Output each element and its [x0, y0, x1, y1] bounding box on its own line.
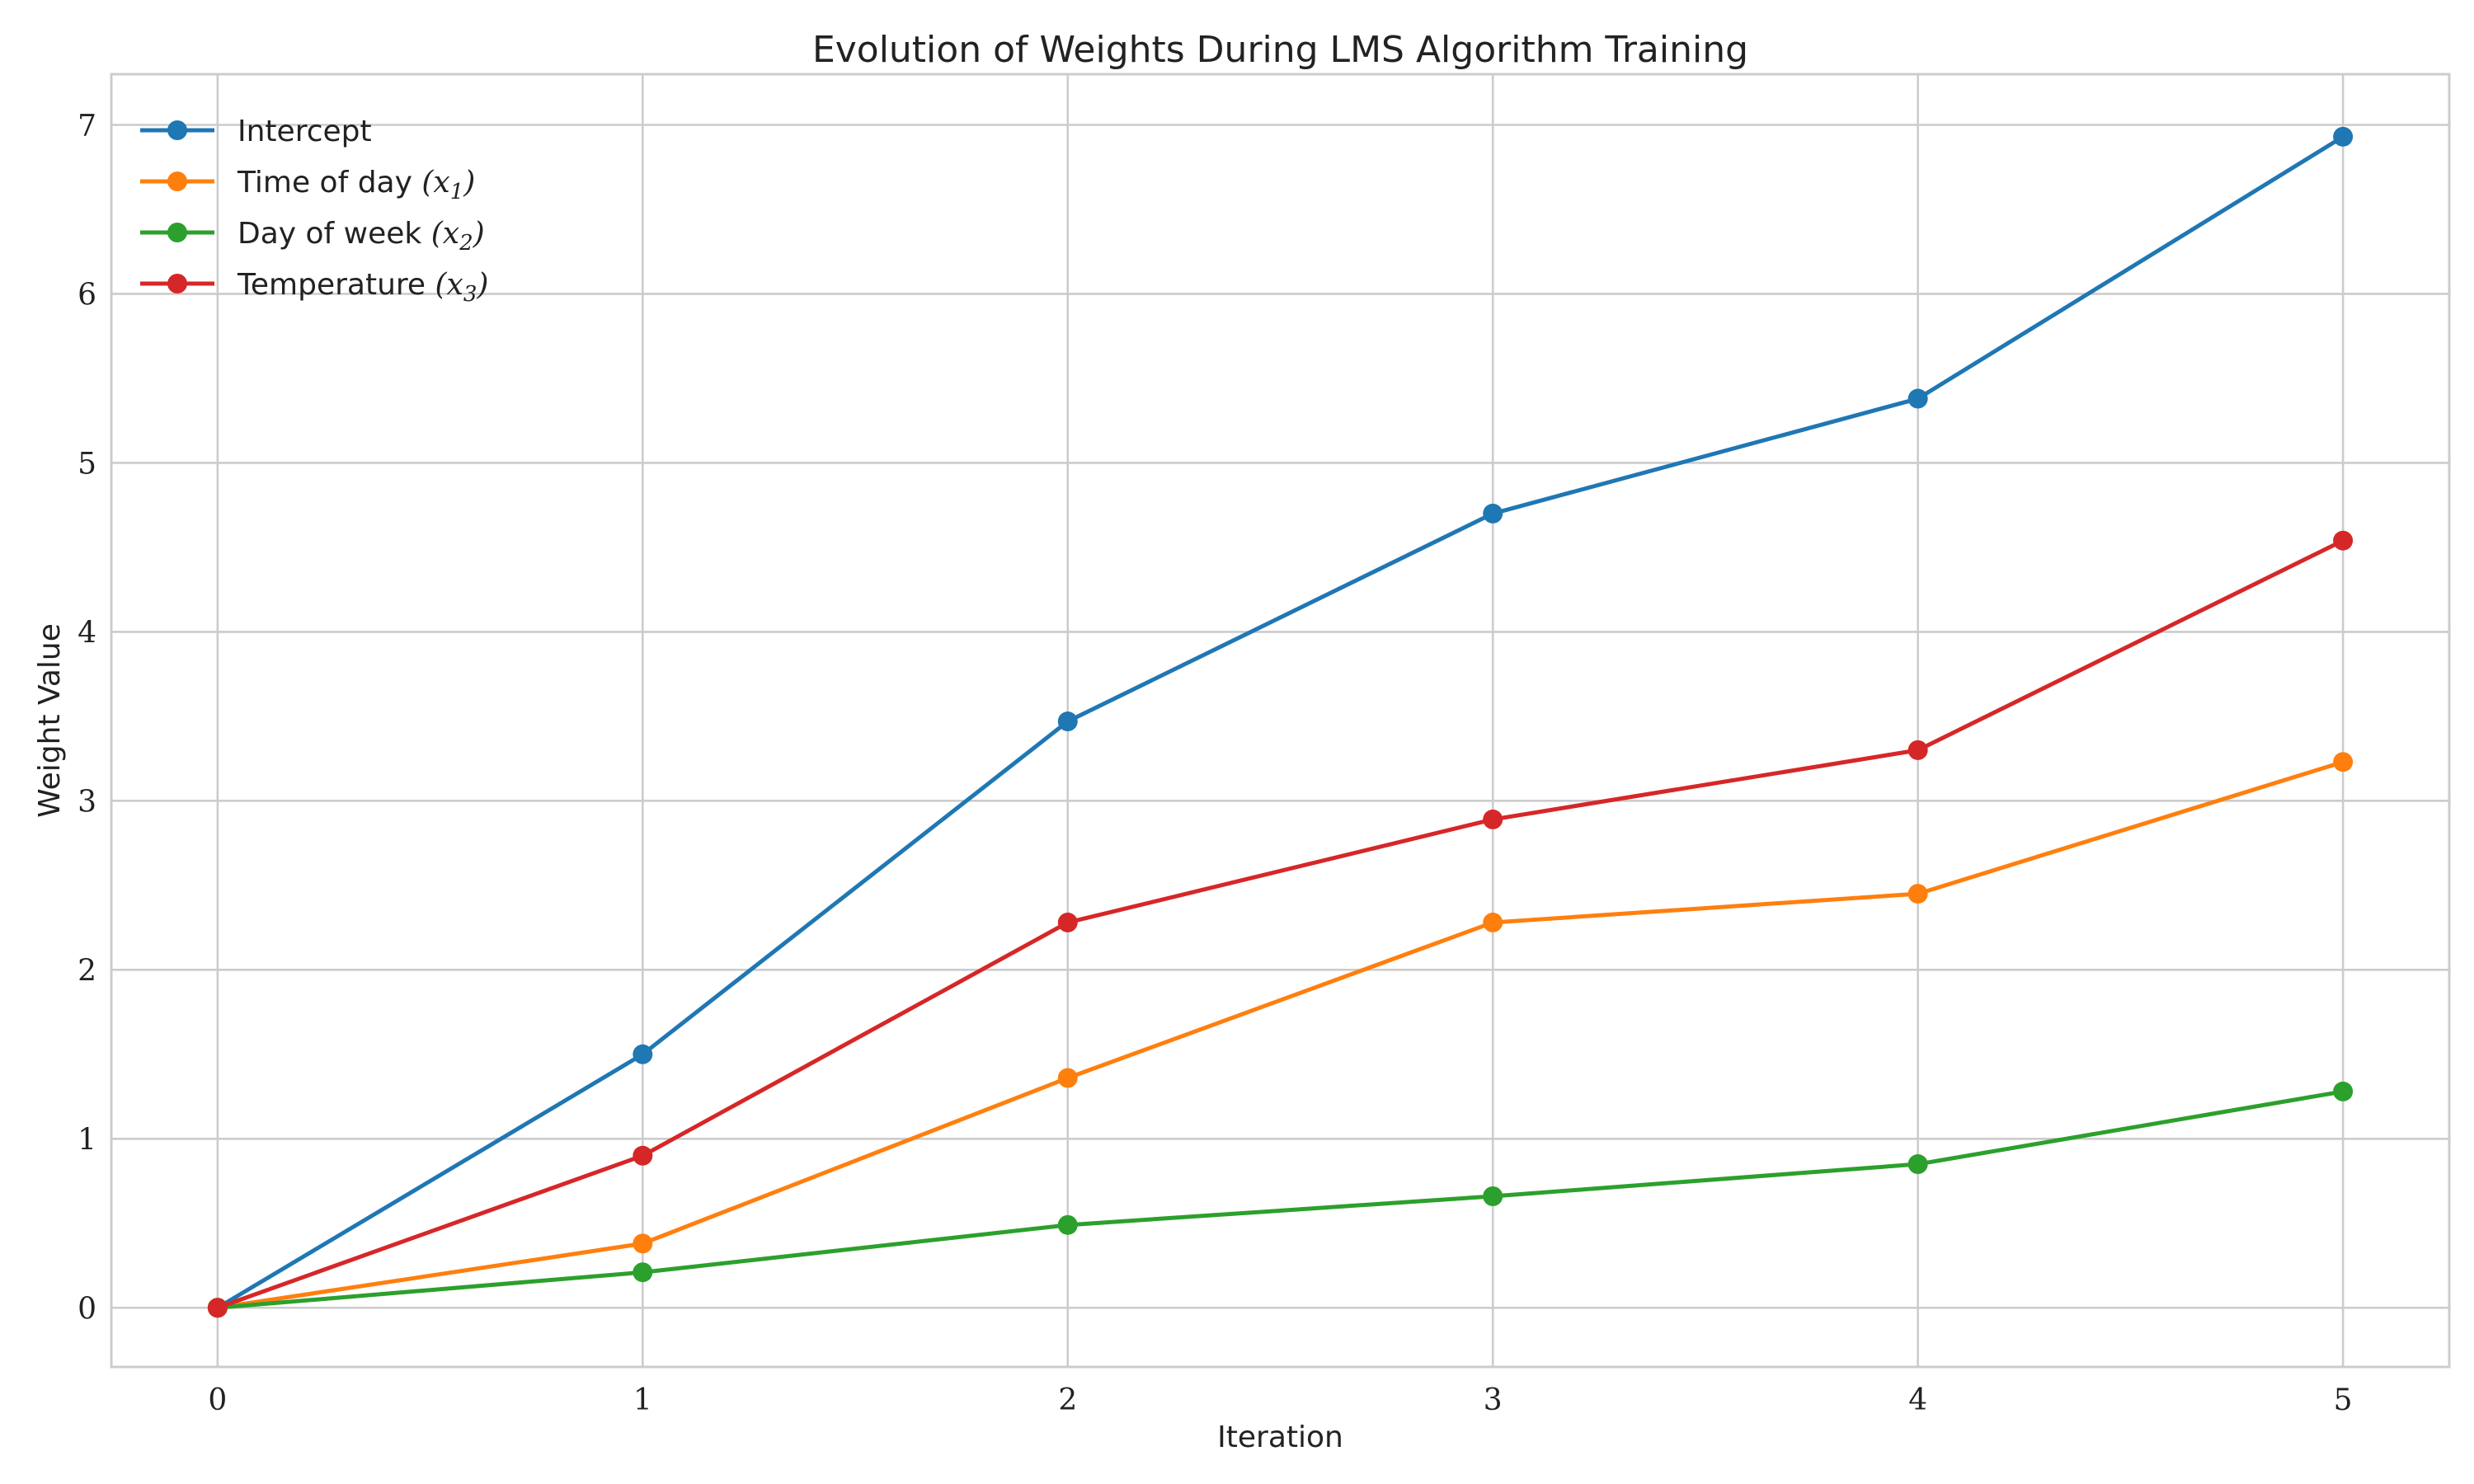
y-tick-label: 2	[78, 954, 96, 988]
data-point	[633, 1262, 653, 1283]
data-point	[1057, 1068, 1078, 1088]
data-point	[2333, 1081, 2354, 1101]
series-1	[207, 752, 2354, 1318]
legend-label-text: Time of day	[237, 166, 421, 200]
data-point	[2333, 530, 2354, 551]
legend-math-close: )	[473, 217, 485, 251]
legend-label-text: Intercept	[238, 115, 372, 148]
y-tick-label: 7	[78, 109, 96, 143]
x-tick-label: 4	[1908, 1383, 1927, 1417]
legend-item: Temperature (x3)	[140, 268, 488, 307]
data-point	[1483, 809, 1503, 829]
legend-item: Day of week (x2)	[140, 217, 485, 256]
data-point	[1483, 912, 1503, 932]
x-tick-label: 0	[208, 1383, 227, 1417]
data-point	[1483, 1186, 1503, 1206]
legend-math-var: (x	[431, 217, 459, 251]
axes-frame	[110, 73, 2451, 1369]
legend-math-var: (x	[421, 166, 449, 200]
legend-math-var: (x	[435, 268, 463, 302]
data-point	[633, 1233, 653, 1254]
data-point	[1907, 884, 1928, 904]
legend-label: Day of week (x2)	[238, 217, 485, 256]
data-point	[633, 1044, 653, 1064]
x-tick-label: 5	[2334, 1383, 2353, 1417]
x-tick-label: 3	[1484, 1383, 1503, 1417]
data-point	[1483, 503, 1503, 524]
legend-swatch-marker	[167, 274, 187, 294]
legend-math-subscript: 2	[459, 231, 473, 256]
x-axis-ticks: 0 1 2 3 4 5	[208, 1383, 2352, 1417]
x-tick-label: 1	[633, 1383, 652, 1417]
series-layer	[207, 126, 2354, 1318]
data-point	[1907, 388, 1928, 409]
series-line	[215, 538, 2345, 1310]
data-point	[633, 1145, 653, 1166]
grid-layer	[111, 74, 2449, 1367]
legend-label-text: Day of week	[238, 217, 431, 251]
legend-swatch-marker	[167, 120, 187, 140]
y-tick-label: 0	[78, 1292, 96, 1326]
y-axis-ticks: 0 1 2 3 4 5 6 7	[78, 109, 96, 1326]
data-point	[1057, 711, 1078, 732]
legend-swatch-marker	[167, 171, 187, 191]
legend-label: Intercept	[238, 115, 372, 148]
data-point	[2333, 752, 2354, 773]
data-point	[1057, 912, 1078, 932]
series-3	[207, 530, 2354, 1318]
legend-math-subscript: 3	[463, 282, 477, 307]
legend-swatch-marker	[167, 223, 187, 242]
y-axis-label: Weight Value	[33, 623, 67, 818]
legend-math-close: )	[476, 268, 488, 302]
series-line	[215, 759, 2345, 1310]
legend-math-close: )	[463, 166, 475, 200]
y-tick-label: 4	[78, 616, 96, 650]
y-tick-label: 3	[78, 785, 96, 819]
series-line	[215, 134, 2345, 1310]
legend-item: Time of day (x1)	[140, 166, 475, 204]
y-tick-label: 6	[78, 278, 96, 312]
x-tick-label: 2	[1058, 1383, 1077, 1417]
legend-label: Time of day (x1)	[237, 166, 475, 204]
data-point	[1057, 1214, 1078, 1235]
data-point	[2333, 126, 2354, 147]
legend-item: Intercept	[140, 115, 372, 148]
y-tick-label: 5	[78, 447, 96, 481]
series-line	[215, 1089, 2345, 1310]
data-point	[207, 1298, 228, 1318]
x-axis-label: Iteration	[1217, 1421, 1343, 1454]
y-tick-label: 1	[78, 1123, 96, 1157]
legend-label-text: Temperature	[237, 268, 435, 302]
chart-title: Evolution of Weights During LMS Algorith…	[812, 29, 1748, 71]
data-point	[1907, 1154, 1928, 1175]
legend-label: Temperature (x3)	[237, 268, 488, 307]
legend-math-subscript: 1	[450, 180, 464, 204]
data-point	[1907, 740, 1928, 760]
series-2	[207, 1081, 2354, 1318]
